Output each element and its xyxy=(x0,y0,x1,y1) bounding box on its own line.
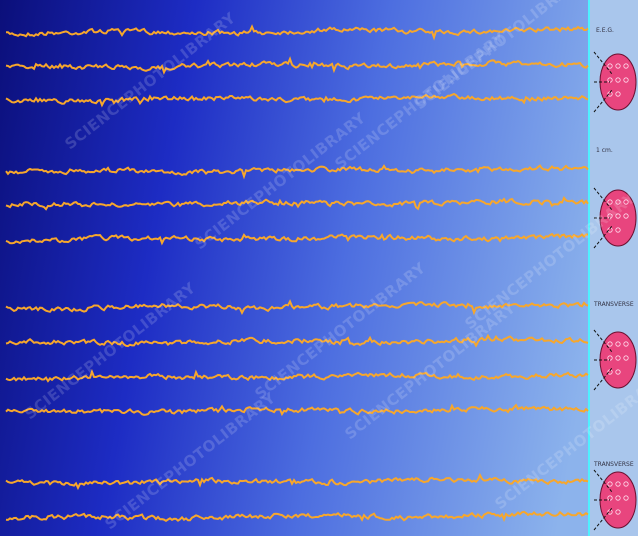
electrode xyxy=(615,91,621,97)
electrode xyxy=(615,509,621,515)
eeg-trace xyxy=(5,164,589,180)
electrode xyxy=(607,63,613,69)
eeg-trace xyxy=(5,368,589,383)
electrode xyxy=(607,341,613,347)
electrode xyxy=(607,481,613,487)
eeg-trace xyxy=(5,299,589,316)
lead-lines xyxy=(593,469,613,531)
electrode xyxy=(607,199,613,205)
eeg-trace xyxy=(5,232,588,246)
panel-label: 1 cm. xyxy=(596,147,613,154)
lead-lines xyxy=(593,187,613,249)
electrode xyxy=(615,63,621,69)
panel-label: E.E.G. xyxy=(596,27,614,34)
eeg-trace xyxy=(5,472,589,491)
eeg-trace xyxy=(5,56,589,75)
eeg-trace xyxy=(5,333,589,348)
electrode xyxy=(615,495,621,501)
eeg-trace xyxy=(5,195,589,211)
lead-lines xyxy=(593,51,613,113)
electrode xyxy=(615,355,621,361)
eeg-trace xyxy=(6,24,589,41)
head-diagrams xyxy=(593,51,637,531)
electrode xyxy=(615,199,621,205)
electrode xyxy=(615,341,621,347)
panel-label: TRANSVERSE xyxy=(593,301,634,308)
electrode xyxy=(623,495,629,501)
electrode xyxy=(623,63,629,69)
traces xyxy=(5,24,589,523)
electrode xyxy=(623,199,629,205)
electrode xyxy=(623,341,629,347)
electrode xyxy=(623,213,629,219)
eeg-trace xyxy=(5,403,589,417)
electrode xyxy=(615,369,621,375)
lead-lines xyxy=(593,329,613,391)
electrode xyxy=(615,227,621,233)
panel-label: TRANSVERSE xyxy=(593,461,634,468)
electrode xyxy=(623,355,629,361)
eeg-trace xyxy=(5,92,589,108)
electrode xyxy=(623,77,629,83)
electrode xyxy=(615,213,621,219)
eeg-trace xyxy=(5,510,589,523)
electrode xyxy=(615,481,621,487)
electrode xyxy=(623,481,629,487)
electrode xyxy=(615,77,621,83)
